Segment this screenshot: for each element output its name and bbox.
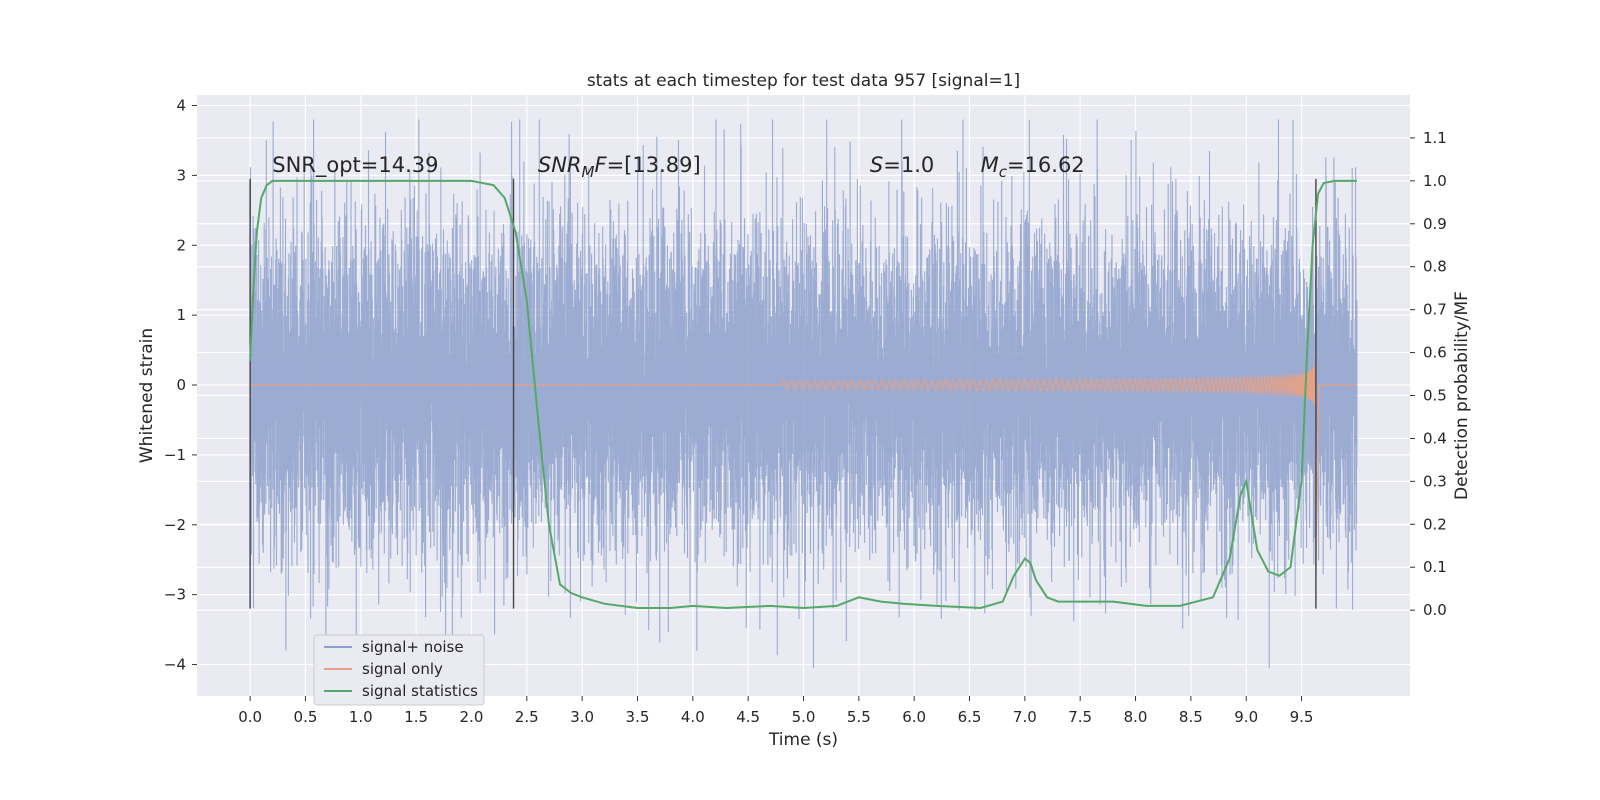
legend: signal+ noise signal only signal statist… [313, 634, 485, 706]
annotation-text: SNRMF=[13.89] [538, 153, 701, 181]
y-right-tick-label: 0.2 [1423, 515, 1447, 533]
legend-label-signal-statistics: signal statistics [362, 682, 478, 700]
y-right-tick-label: 0.8 [1423, 258, 1447, 276]
y-right-tick-label: 0.5 [1423, 387, 1447, 405]
x-tick-label: 2.5 [515, 708, 539, 726]
y-tick-label: −3 [164, 586, 186, 604]
legend-label-signal-noise: signal+ noise [362, 638, 464, 656]
chart-title: stats at each timestep for test data 957… [587, 71, 1020, 91]
y-tick-label: −4 [164, 656, 186, 674]
y-axis-label: Whitened strain [137, 328, 157, 463]
y-right-tick-label: 0.4 [1423, 429, 1447, 447]
legend-box [313, 634, 485, 706]
annotation-text: SNR_opt=14.39 [272, 153, 438, 178]
x-tick-label: 9.5 [1290, 708, 1314, 726]
legend-label-signal-only: signal only [362, 660, 443, 678]
x-tick-label: 2.0 [460, 708, 484, 726]
y-tick-label: 0 [176, 376, 186, 394]
y-right-tick-label: 0.9 [1423, 215, 1447, 233]
x-tick-label: 1.0 [349, 708, 373, 726]
y-tick-label: 4 [176, 96, 186, 114]
y-right-axis-ticks: 0.0 0.1 0.2 0.3 0.4 0.5 0.6 0.7 0.8 0.9 1.0 1.1 [1410, 129, 1447, 619]
signal-statistics-series [249, 179, 1357, 610]
x-tick-label: 4.5 [736, 708, 760, 726]
y-right-tick-label: 0.3 [1423, 472, 1447, 490]
annotations: SNR_opt=14.39 SNRMF=[13.89] S=1.0 Mc=16.62 [272, 153, 1084, 181]
x-tick-label: 6.0 [902, 708, 926, 726]
signal-only-line [250, 355, 1357, 574]
x-tick-label: 6.5 [958, 708, 982, 726]
x-tick-label: 8.0 [1124, 708, 1148, 726]
x-tick-label: 0.0 [238, 708, 262, 726]
x-tick-label: 5.0 [792, 708, 816, 726]
y-right-tick-label: 1.1 [1423, 129, 1447, 147]
x-tick-label: 7.0 [1013, 708, 1037, 726]
x-tick-label: 4.0 [681, 708, 705, 726]
y-right-tick-label: 0.6 [1423, 344, 1447, 362]
y-right-tick-label: 0.7 [1423, 301, 1447, 319]
x-tick-label: 3.0 [570, 708, 594, 726]
y-tick-label: 1 [176, 306, 186, 324]
x-tick-label: 3.5 [626, 708, 650, 726]
x-tick-label: 7.5 [1068, 708, 1092, 726]
y-axis-ticks: −4 −3 −2 −1 0 1 2 3 4 [164, 96, 197, 674]
annotation-text: Mc=16.62 [981, 153, 1085, 181]
x-tick-label: 9.0 [1234, 708, 1258, 726]
x-axis-ticks: 0.0 0.5 1.0 1.5 2.0 2.5 3.0 3.5 4.0 4.5 5.0 5.5 6.0 6… [238, 696, 1313, 726]
y-tick-label: 3 [176, 166, 186, 184]
annotation-text: S=1.0 [870, 153, 934, 177]
signal-statistics-line [249, 179, 1357, 610]
y-right-tick-label: 0.1 [1423, 558, 1447, 576]
y-right-axis-label: Detection probability/MF [1452, 291, 1472, 500]
x-axis-label: Time (s) [768, 730, 838, 750]
y-right-tick-label: 1.0 [1423, 172, 1447, 190]
x-tick-label: 5.5 [847, 708, 871, 726]
marker-lines [249, 178, 1317, 609]
y-tick-label: −2 [164, 516, 186, 534]
y-tick-label: −1 [164, 446, 186, 464]
y-right-tick-label: 0.0 [1423, 601, 1447, 619]
x-tick-label: 0.5 [294, 708, 318, 726]
signal-only-series [250, 355, 1357, 574]
x-tick-label: 8.5 [1179, 708, 1203, 726]
y-tick-label: 2 [176, 236, 186, 254]
x-tick-label: 1.5 [404, 708, 428, 726]
